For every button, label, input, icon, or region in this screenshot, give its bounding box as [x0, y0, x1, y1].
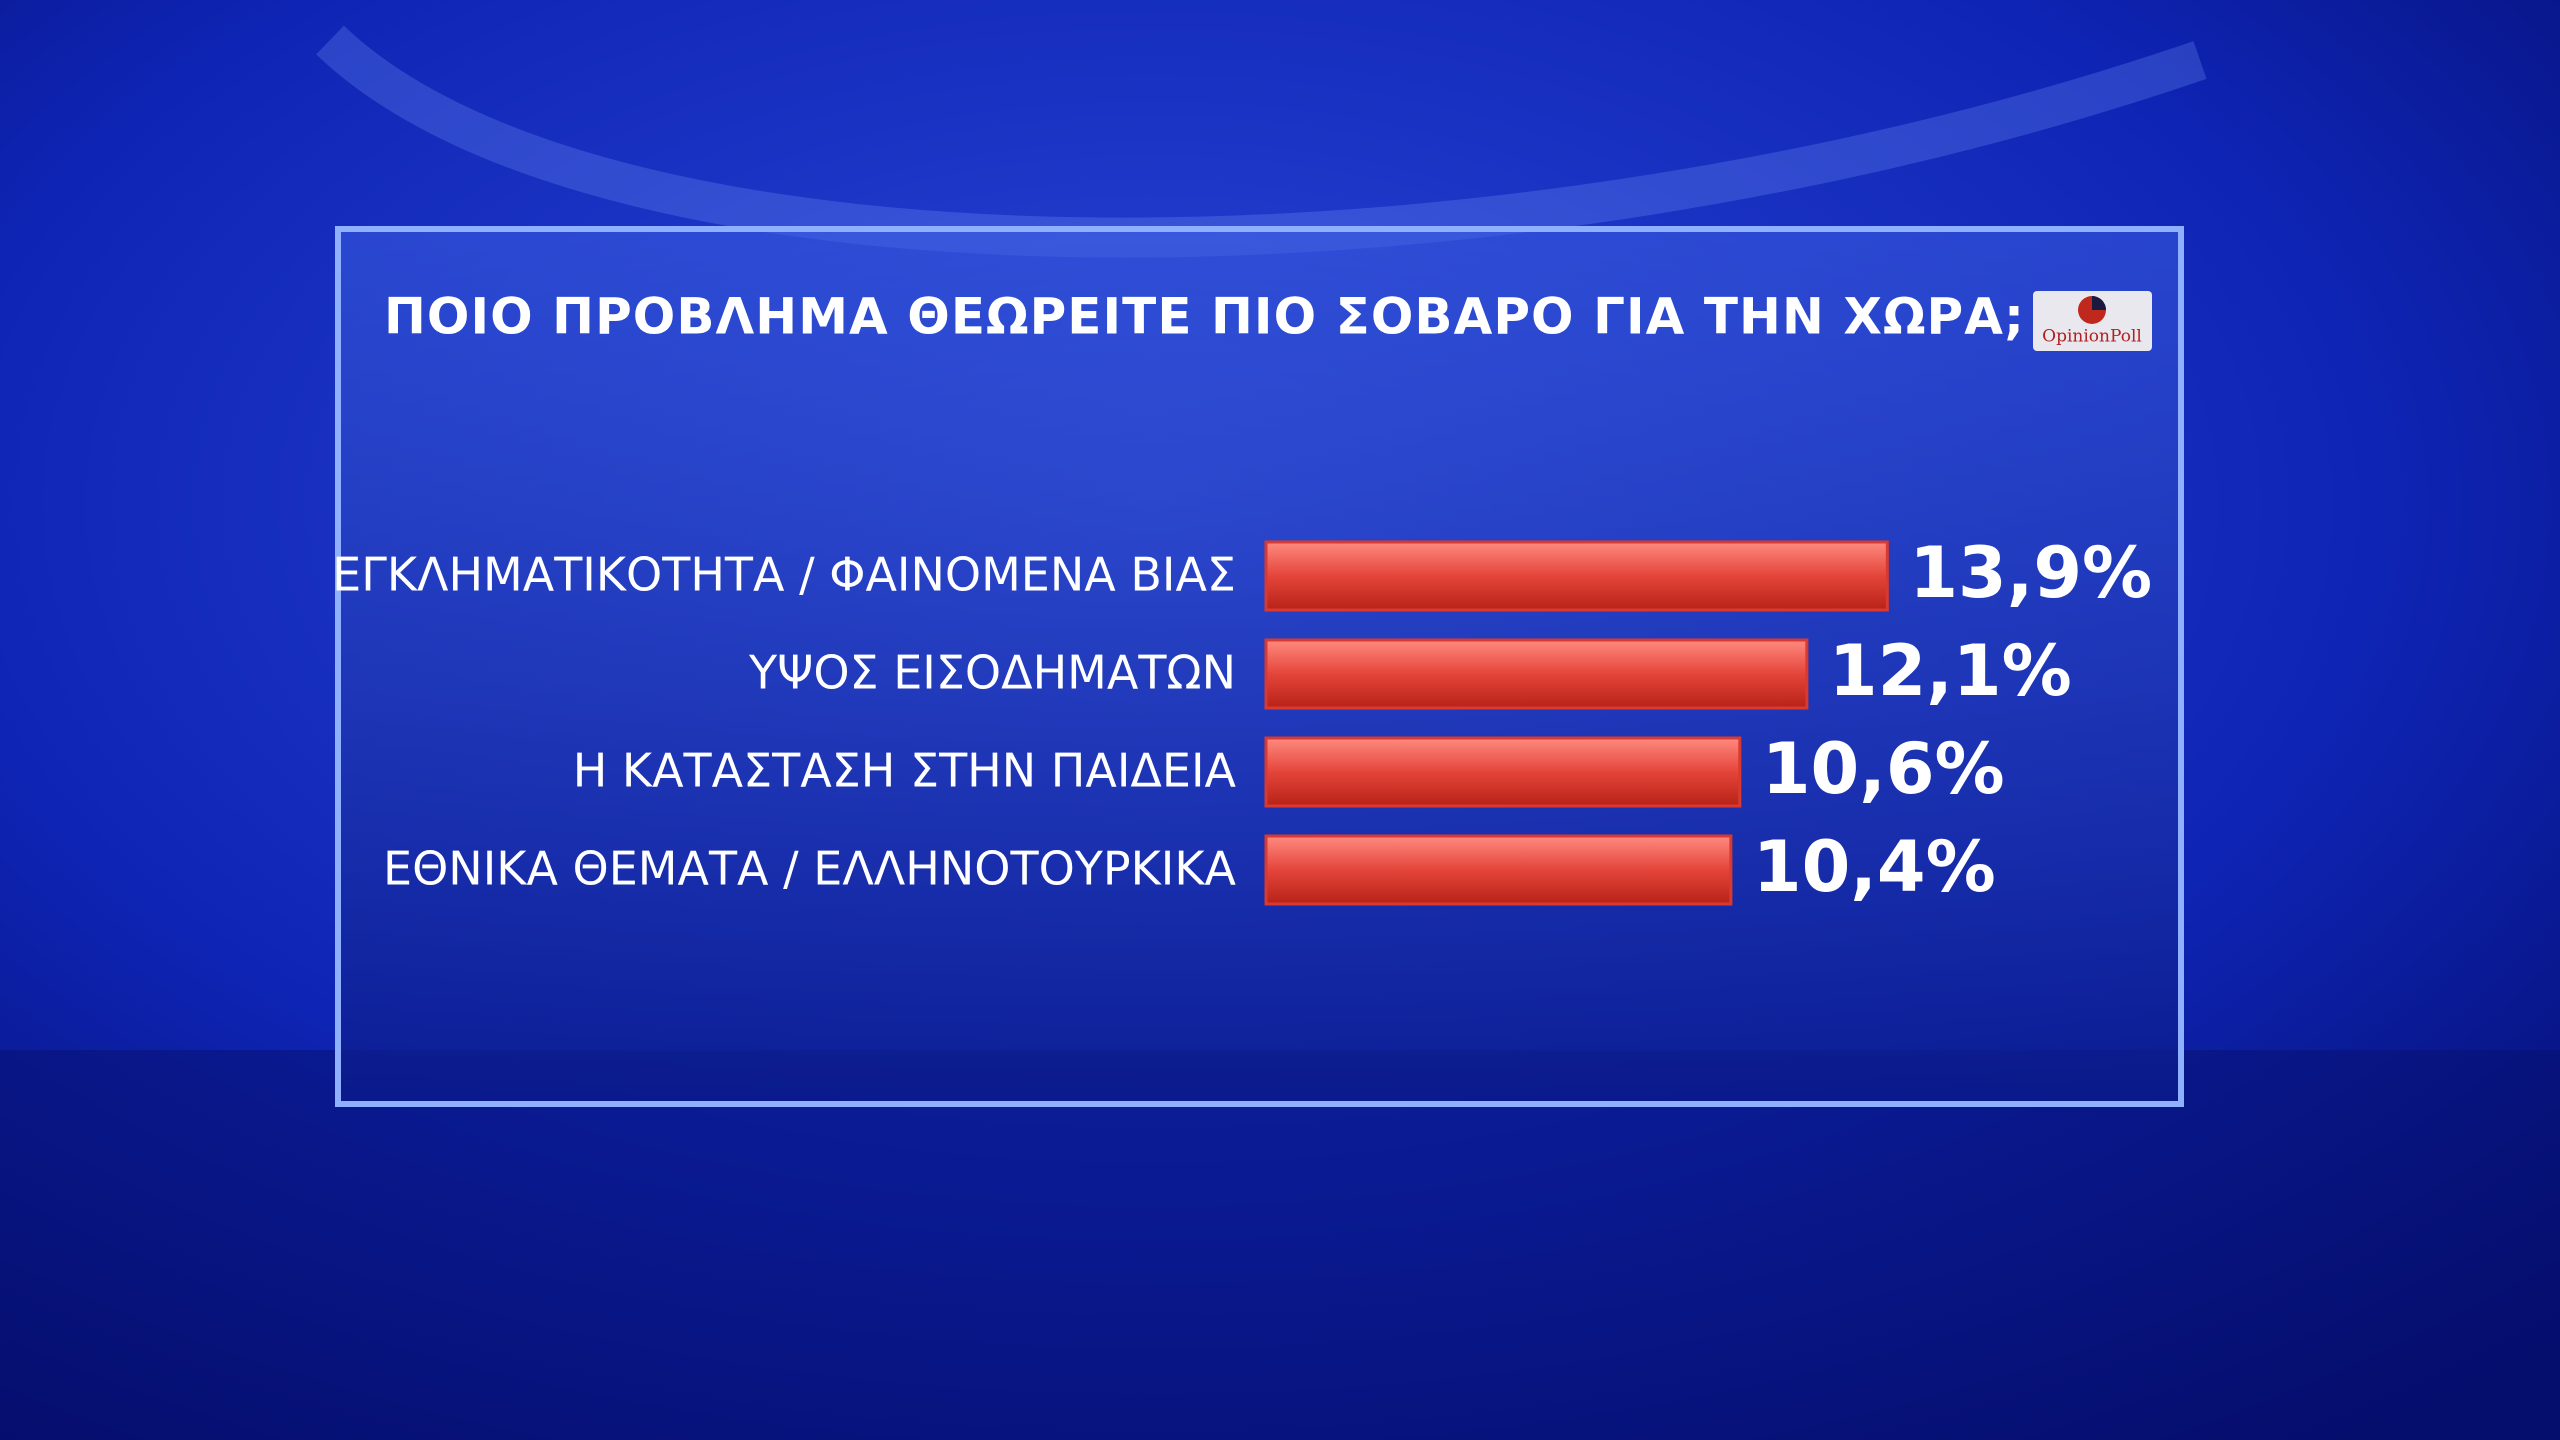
value-label: 13,9% [1909, 532, 2152, 614]
chart-title: ΠΟΙΟ ΠΡΟΒΛΗΜΑ ΘΕΩΡΕΙΤΕ ΠΙΟ ΣΟΒΑΡΟ ΓΙΑ ΤΗ… [384, 288, 2024, 346]
logo-text: OpinionPoll [2042, 327, 2142, 347]
bar [1264, 540, 1889, 612]
logo-icon-part [2092, 296, 2106, 310]
category-label: ΥΨΟΣ ΕΙΣΟΔΗΜΑΤΩΝ [748, 646, 1236, 700]
category-label: ΕΘΝΙΚΑ ΘΕΜΑΤΑ / ΕΛΛΗΝΟΤΟΥΡΚΙΚΑ [383, 842, 1236, 896]
value-label: 12,1% [1829, 630, 2072, 712]
floor [0, 1050, 2560, 1440]
bar [1264, 736, 1742, 808]
value-label: 10,6% [1762, 728, 2005, 810]
bar [1264, 638, 1809, 710]
category-label: Η ΚΑΤΑΣΤΑΣΗ ΣΤΗΝ ΠΑΙΔΕΙΑ [573, 744, 1237, 798]
panel [335, 226, 2184, 1107]
category-label: ΕΓΚΛΗΜΑΤΙΚΟΤΗΤΑ / ΦΑΙΝΟΜΕΝΑ ΒΙΑΣ [332, 548, 1236, 602]
value-label: 10,4% [1753, 826, 1996, 908]
bar [1264, 834, 1733, 906]
